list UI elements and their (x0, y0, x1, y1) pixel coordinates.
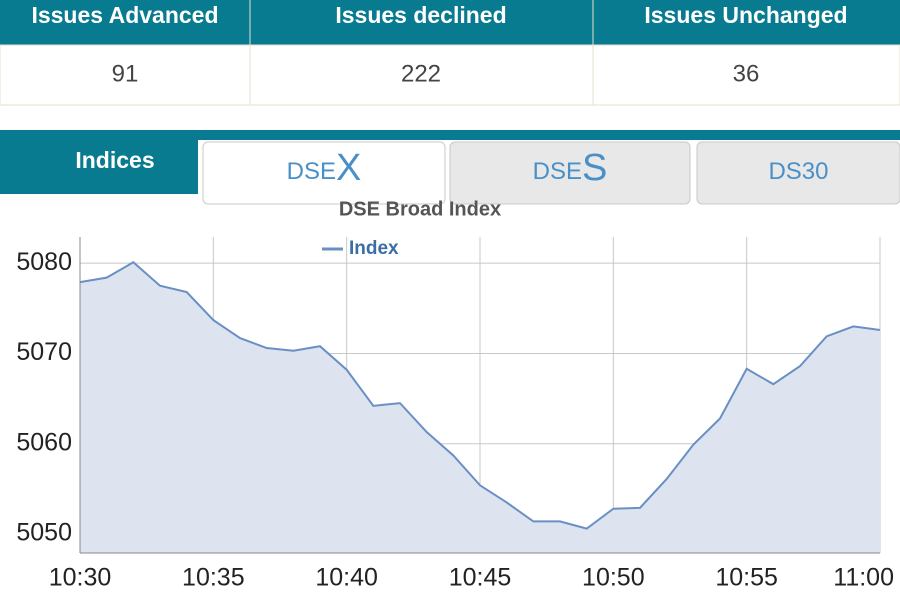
table-row-bg (0, 44, 900, 106)
legend-label: Index (349, 238, 399, 259)
y-tick-label: 5050 (16, 519, 72, 547)
tab[interactable] (449, 141, 691, 205)
x-tick-label: 10:30 (49, 564, 112, 592)
tab-label-main: DSE (533, 158, 582, 185)
tab[interactable] (202, 141, 446, 205)
table-header-bg (0, 0, 900, 45)
y-tick-label: 5070 (16, 338, 72, 366)
x-tick-label: 10:35 (182, 564, 245, 592)
y-tick-label: 5080 (16, 248, 72, 276)
tab-label: Indices (75, 147, 154, 173)
tab-label[interactable]: DSES (533, 147, 608, 189)
x-tick-label: 10:50 (582, 564, 645, 592)
table-header: Issues Unchanged (644, 2, 847, 28)
tab-label-suffix: S (582, 147, 607, 189)
tab[interactable] (696, 141, 900, 205)
tab-strip (0, 130, 900, 140)
x-tick-label: 11:00 (833, 564, 894, 592)
x-tick-label: 10:45 (449, 564, 512, 592)
line (79, 261, 881, 530)
table-value: 91 (112, 60, 139, 87)
tab-label-suffix: X (336, 147, 361, 189)
x-tick-label: 10:40 (315, 564, 378, 592)
chart-title: DSE Broad Index (339, 198, 501, 220)
tab (0, 130, 198, 194)
tab-label[interactable]: DSEX (287, 147, 362, 189)
tab-label[interactable]: DS30 (768, 158, 828, 185)
tab-label-main: DSE (287, 158, 336, 185)
table-header: Issues Advanced (31, 2, 218, 28)
table-value: 36 (733, 60, 760, 87)
table-header: Issues declined (335, 2, 506, 28)
tab-label-main: DS30 (768, 158, 828, 185)
x-tick-label: 10:55 (715, 564, 778, 592)
y-tick-label: 5060 (16, 428, 72, 456)
table-value: 222 (401, 60, 441, 87)
area (80, 262, 880, 553)
